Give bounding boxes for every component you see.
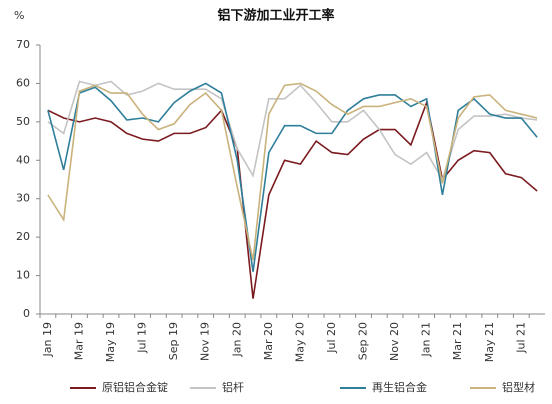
chart-title: 铝下游加工业开工率 xyxy=(217,8,334,24)
y-tick-label: 70 xyxy=(16,38,30,51)
series-line xyxy=(47,82,538,261)
x-tick-label: Sep 20 xyxy=(357,322,370,360)
y-tick-label: 30 xyxy=(16,192,30,205)
x-tick-label: Jan 19 xyxy=(41,322,54,357)
y-tick-label: 10 xyxy=(16,269,30,282)
x-tick-label: May 19 xyxy=(104,322,117,362)
x-tick-label: Jul 21 xyxy=(514,322,527,354)
x-tick-label: Mar 19 xyxy=(72,322,85,360)
legend-label: 原铝铝合金锭 xyxy=(102,380,168,394)
x-tick-label: Mar 20 xyxy=(262,322,275,360)
x-tick-label: Nov 19 xyxy=(199,322,212,361)
x-tick-label: Jan 20 xyxy=(230,322,243,357)
legend-label: 再生铝合金 xyxy=(372,380,427,394)
y-tick-label: 50 xyxy=(16,115,30,128)
x-tick-label: Sep 19 xyxy=(167,322,180,360)
x-tick-label: Jul 20 xyxy=(325,322,338,354)
y-axis-label: % xyxy=(14,9,24,22)
legend-label: 铝杆 xyxy=(222,380,244,394)
series-line xyxy=(47,99,538,299)
y-tick-label: 40 xyxy=(16,153,30,166)
x-tick-label: Nov 20 xyxy=(388,322,401,361)
legend-label: 铝型材 xyxy=(502,380,535,394)
x-tick-label: May 20 xyxy=(293,322,306,362)
y-tick-label: 0 xyxy=(23,307,30,320)
y-tick-label: 60 xyxy=(16,76,30,89)
series-line xyxy=(47,80,538,182)
y-tick-label: 20 xyxy=(16,230,30,243)
x-tick-label: Jan 21 xyxy=(420,322,433,357)
x-tick-label: Jul 19 xyxy=(136,322,149,354)
x-tick-label: Mar 21 xyxy=(451,322,464,360)
series-line xyxy=(47,82,538,272)
x-tick-label: May 21 xyxy=(483,322,496,362)
